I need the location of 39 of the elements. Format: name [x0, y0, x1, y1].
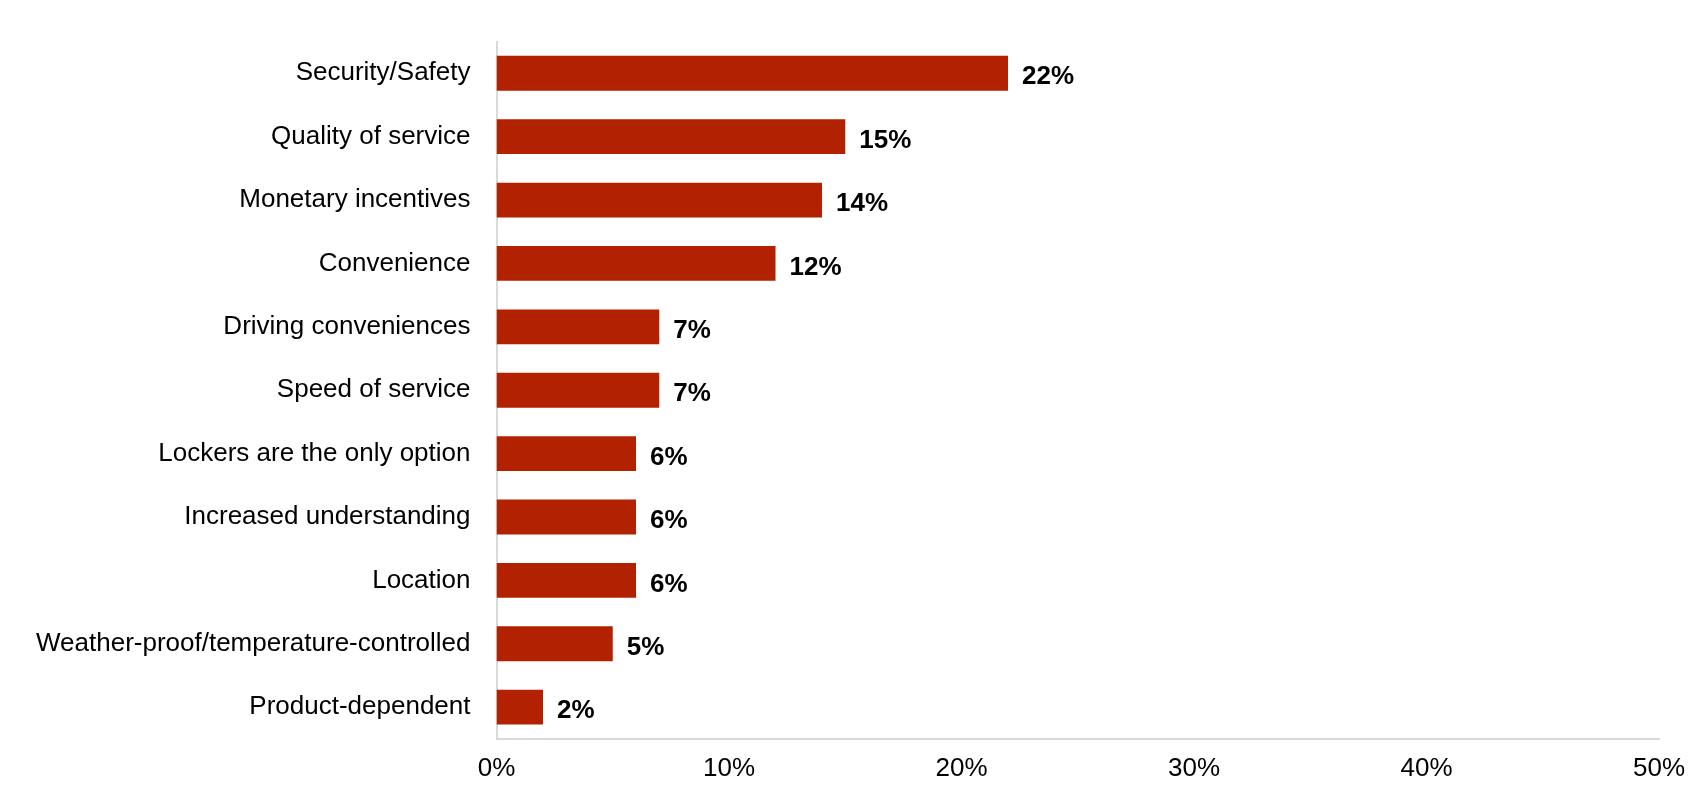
y-tick-label: Convenience: [318, 246, 471, 277]
y-tick-label: Quality of service: [271, 119, 471, 150]
x-tick-label: 0%: [477, 751, 516, 782]
y-tick-label: Driving conveniences: [223, 309, 471, 340]
data-label: 7%: [673, 313, 711, 344]
y-tick-label: Security/Safety: [295, 56, 471, 87]
y-tick-label: Increased understanding: [184, 500, 471, 531]
data-label: 6%: [650, 440, 688, 471]
data-label: 12%: [789, 250, 842, 281]
y-tick-label: Lockers are the only option: [158, 436, 471, 467]
data-label: 14%: [836, 187, 889, 218]
bar: [496, 689, 544, 725]
y-tick-label: Monetary incentives: [239, 183, 471, 214]
bar: [496, 55, 1009, 91]
x-tick-label: 30%: [1167, 751, 1221, 782]
x-tick-label: 50%: [1632, 751, 1686, 782]
bar: [496, 182, 823, 218]
bar: [496, 562, 637, 598]
bar: [496, 499, 637, 535]
data-label: 5%: [626, 630, 665, 661]
data-label: 7%: [673, 377, 711, 408]
bar: [496, 246, 776, 281]
y-tick-label: Speed of service: [276, 373, 471, 404]
y-tick-label: Product-dependent: [249, 690, 472, 721]
bar: [496, 309, 660, 345]
bar: [496, 626, 613, 662]
x-tick-label: 20%: [935, 751, 988, 782]
y-tick-label: Location: [372, 563, 471, 594]
bar: [496, 119, 846, 155]
data-label: 15%: [859, 123, 912, 154]
data-label: 6%: [650, 504, 688, 535]
x-tick-label: 10%: [702, 751, 756, 782]
bar: [496, 372, 660, 408]
x-tick-label: 40%: [1400, 751, 1453, 782]
y-tick-label: Weather-proof/temperature-controlled: [35, 626, 471, 657]
data-label: 6%: [650, 567, 688, 598]
data-label: 22%: [1022, 60, 1075, 91]
data-label: 2%: [557, 694, 595, 725]
bar: [496, 436, 637, 472]
